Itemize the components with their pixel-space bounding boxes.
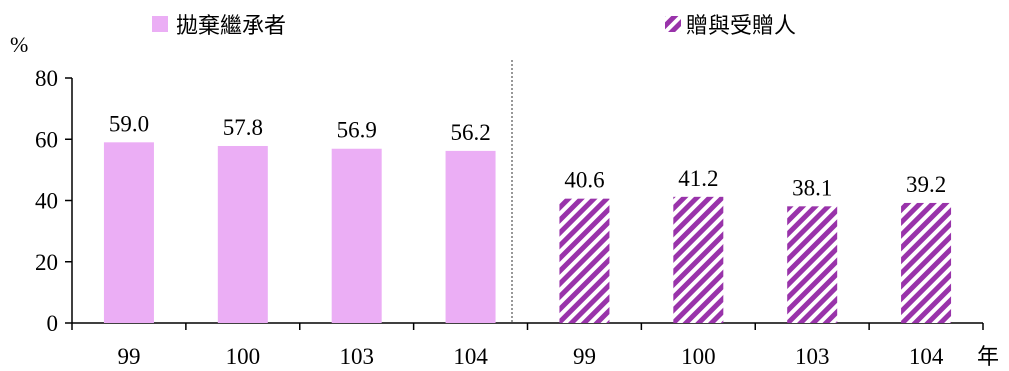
legend-swatch-abandon (152, 16, 168, 32)
legend: 拋棄繼承者 贈與受贈人 (152, 14, 796, 39)
y-ticks: 0 20 40 60 80 (35, 66, 72, 336)
bar-series-1-104 (901, 202, 952, 323)
bar-value-label: 56.2 (450, 120, 490, 145)
y-tick-label: 80 (35, 66, 58, 91)
bar-series-0-103 (331, 148, 382, 323)
y-axis-unit: % (10, 32, 28, 57)
x-ticks (71, 323, 984, 330)
x-tick-label: 104 (453, 344, 488, 369)
bar-value-label: 41.2 (678, 166, 718, 191)
bar-value-label: 57.8 (223, 115, 263, 140)
x-tick-label: 99 (573, 344, 596, 369)
bar-series-1-99 (559, 198, 610, 323)
legend-label-gift: 贈與受贈人 (686, 14, 796, 39)
bar-value-label: 59.0 (109, 111, 149, 136)
value-labels: 59.0 57.8 56.9 56.2 40.6 41.2 38.1 39.2 (109, 111, 946, 200)
x-tick-label: 100 (226, 344, 261, 369)
x-tick-label: 104 (909, 344, 944, 369)
bar-series-0-99 (103, 142, 154, 323)
legend-swatch-gift (665, 16, 681, 32)
bar-value-label: 39.2 (906, 172, 946, 197)
legend-label-abandon: 拋棄繼承者 (176, 14, 286, 39)
x-tick-label: 103 (339, 344, 374, 369)
x-axis-unit: 年 (977, 345, 999, 370)
x-tick-labels: 99 100 103 104 99 100 103 104 (117, 344, 943, 369)
y-tick-label: 60 (35, 127, 58, 152)
bar-value-label: 40.6 (564, 168, 604, 193)
y-tick-label: 40 (35, 189, 58, 214)
bar-value-label: 56.9 (337, 118, 377, 143)
y-tick-label: 0 (47, 311, 59, 336)
x-tick-label: 99 (117, 344, 140, 369)
x-tick-label: 103 (795, 344, 830, 369)
bar-series-0-104 (445, 150, 496, 323)
y-tick-label: 20 (35, 250, 58, 275)
bar-series-1-100 (673, 196, 724, 323)
x-tick-label: 100 (681, 344, 716, 369)
bar-value-label: 38.1 (792, 175, 832, 200)
bar-series-0-100 (217, 145, 268, 323)
bar-series-1-103 (787, 206, 838, 323)
bars (103, 142, 952, 323)
